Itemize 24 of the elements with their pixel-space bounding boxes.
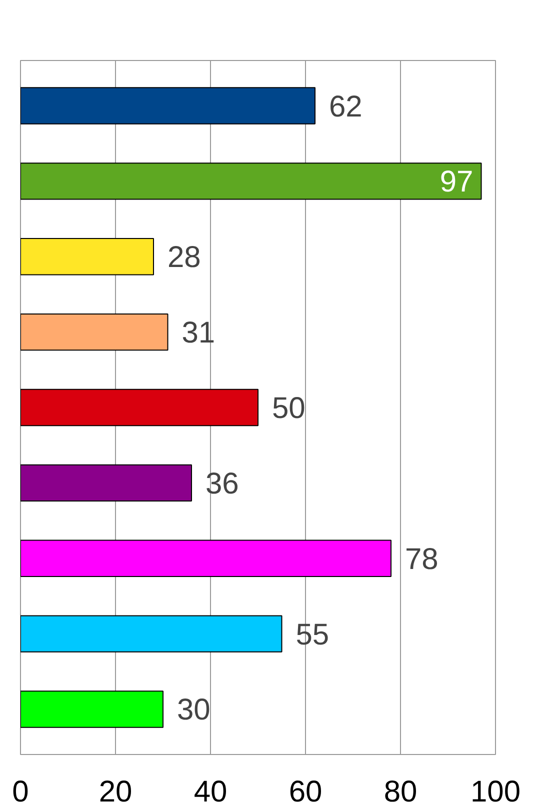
bar xyxy=(20,464,192,502)
x-tick-label: 100 xyxy=(470,776,521,804)
x-tick-label: 0 xyxy=(12,776,29,804)
data-label: 62 xyxy=(329,90,362,124)
bar xyxy=(20,238,154,276)
x-tick-label: 80 xyxy=(384,776,418,804)
data-label: 97 xyxy=(440,166,474,199)
bar xyxy=(20,162,482,200)
bar xyxy=(20,87,316,124)
data-label: 30 xyxy=(177,694,210,727)
x-tick-label: 40 xyxy=(194,776,228,804)
bar xyxy=(20,313,168,351)
bar xyxy=(20,615,282,652)
bar xyxy=(20,540,392,577)
bar xyxy=(20,690,164,728)
x-tick-label: 60 xyxy=(288,776,322,804)
x-tick-label: 20 xyxy=(98,776,132,804)
data-label: 31 xyxy=(182,316,216,350)
bar xyxy=(20,388,258,426)
data-label: 55 xyxy=(296,618,330,652)
data-label: 50 xyxy=(272,392,306,425)
data-label: 28 xyxy=(168,241,201,274)
data-label: 78 xyxy=(405,542,438,576)
data-label: 36 xyxy=(206,467,239,500)
